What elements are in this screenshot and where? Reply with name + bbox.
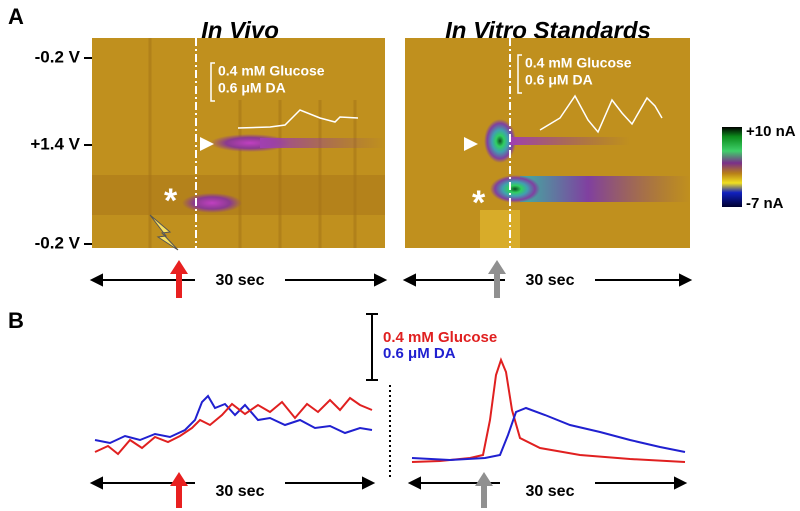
- scale-label: 0.4 mM Glucose: [383, 329, 497, 346]
- stim-arrow: [170, 472, 188, 508]
- scale-label: 0.4 mM Glucose: [525, 55, 632, 71]
- stim-arrow: [488, 260, 506, 298]
- colorbar-label: -7 nA: [746, 195, 784, 212]
- time-arrows: [89, 476, 688, 490]
- scale-label: 0.4 mM Glucose: [218, 63, 325, 79]
- traces: [94, 357, 686, 463]
- time-label: 30 sec: [216, 483, 265, 500]
- time-label: 30 sec: [216, 272, 265, 289]
- panel-label: B: [8, 308, 24, 333]
- svg-text:*: *: [472, 184, 486, 222]
- scale-label: 0.6 μM DA: [218, 80, 286, 96]
- colorbar-label: +10 nA: [746, 123, 796, 140]
- scale-bar: [366, 313, 378, 381]
- scale-label: 0.6 μM DA: [525, 72, 593, 88]
- time-label: 30 sec: [526, 272, 575, 289]
- time-label: 30 sec: [526, 483, 575, 500]
- svg-text:*: *: [164, 182, 178, 220]
- y-label: +1.4 V: [30, 134, 80, 153]
- y-ticks: [84, 57, 92, 245]
- stim-arrow: [475, 472, 493, 508]
- colorbar: [722, 127, 742, 207]
- color-plot: * 0.4 mM Glucose 0.6 μM DA: [405, 38, 690, 248]
- y-label: -0.2 V: [35, 47, 81, 66]
- stim-arrow: [170, 260, 188, 298]
- scale-label: 0.6 μM DA: [383, 345, 456, 362]
- panel-label: A: [8, 4, 24, 29]
- color-plot: * 0.4 mM Glucose 0.6 μM DA: [92, 38, 385, 251]
- y-label: -0.2 V: [35, 233, 81, 252]
